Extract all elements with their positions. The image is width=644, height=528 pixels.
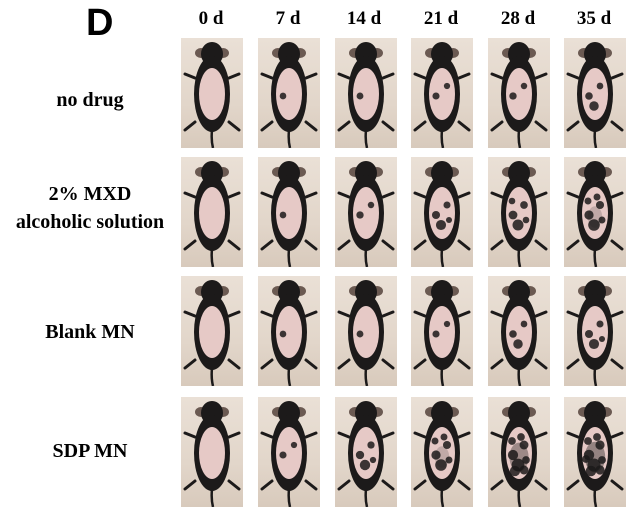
mouse-image [260,42,318,148]
row-label-mxd: 2% MXD alcoholic solution [0,180,180,236]
row-label-line: no drug [56,89,124,111]
mouse-image [413,42,471,148]
mouse-photo [335,276,397,386]
mouse-image [337,161,395,267]
mouse-photo [181,38,243,148]
mouse-image [337,42,395,148]
mouse-image [566,401,624,507]
mouse-photo [258,276,320,386]
row-label-no-drug: no drug [0,86,180,114]
mouse-image [260,401,318,507]
mouse-photo [181,397,243,507]
mouse-image [566,280,624,386]
mouse-photo [564,397,626,507]
mouse-photo [564,157,626,267]
mouse-photo [258,157,320,267]
mouse-photo [411,157,473,267]
day-label-1: 7 d [275,8,301,29]
row-label-line: SDP MN [52,440,128,462]
row-label-blank-mn: Blank MN [0,318,180,346]
mouse-photo [258,38,320,148]
mouse-photo [488,157,550,267]
mouse-photo [488,38,550,148]
mouse-photo [488,276,550,386]
row-label-line: 2% MXD [48,183,132,205]
mouse-photo [411,38,473,148]
row-label-line: Blank MN [45,321,135,343]
mouse-photo [411,276,473,386]
mouse-image [183,280,241,386]
mouse-photo [335,397,397,507]
mouse-image [490,161,548,267]
mouse-image [260,161,318,267]
mouse-image [337,280,395,386]
mouse-image [413,401,471,507]
mouse-image [490,280,548,386]
row-label-sdp-mn: SDP MN [0,437,180,465]
mouse-image [413,161,471,267]
mouse-image [566,161,624,267]
mouse-photo [181,276,243,386]
day-label-0: 0 d [198,8,224,29]
mouse-image [183,401,241,507]
mouse-photo [564,38,626,148]
day-label-3: 21 d [423,8,459,29]
mouse-image [337,401,395,507]
panel-letter: D [86,2,114,44]
mouse-image [413,280,471,386]
mouse-image [183,161,241,267]
mouse-image [490,401,548,507]
row-label-line: alcoholic solution [15,211,165,233]
mouse-photo [335,157,397,267]
mouse-photo [335,38,397,148]
mouse-image [260,280,318,386]
mouse-photo [258,397,320,507]
mouse-image [490,42,548,148]
day-label-5: 35 d [576,8,612,29]
mouse-photo [488,397,550,507]
mouse-image [566,42,624,148]
mouse-photo [181,157,243,267]
day-label-4: 28 d [500,8,536,29]
mouse-photo [411,397,473,507]
mouse-image [183,42,241,148]
mouse-photo [564,276,626,386]
day-label-2: 14 d [346,8,382,29]
